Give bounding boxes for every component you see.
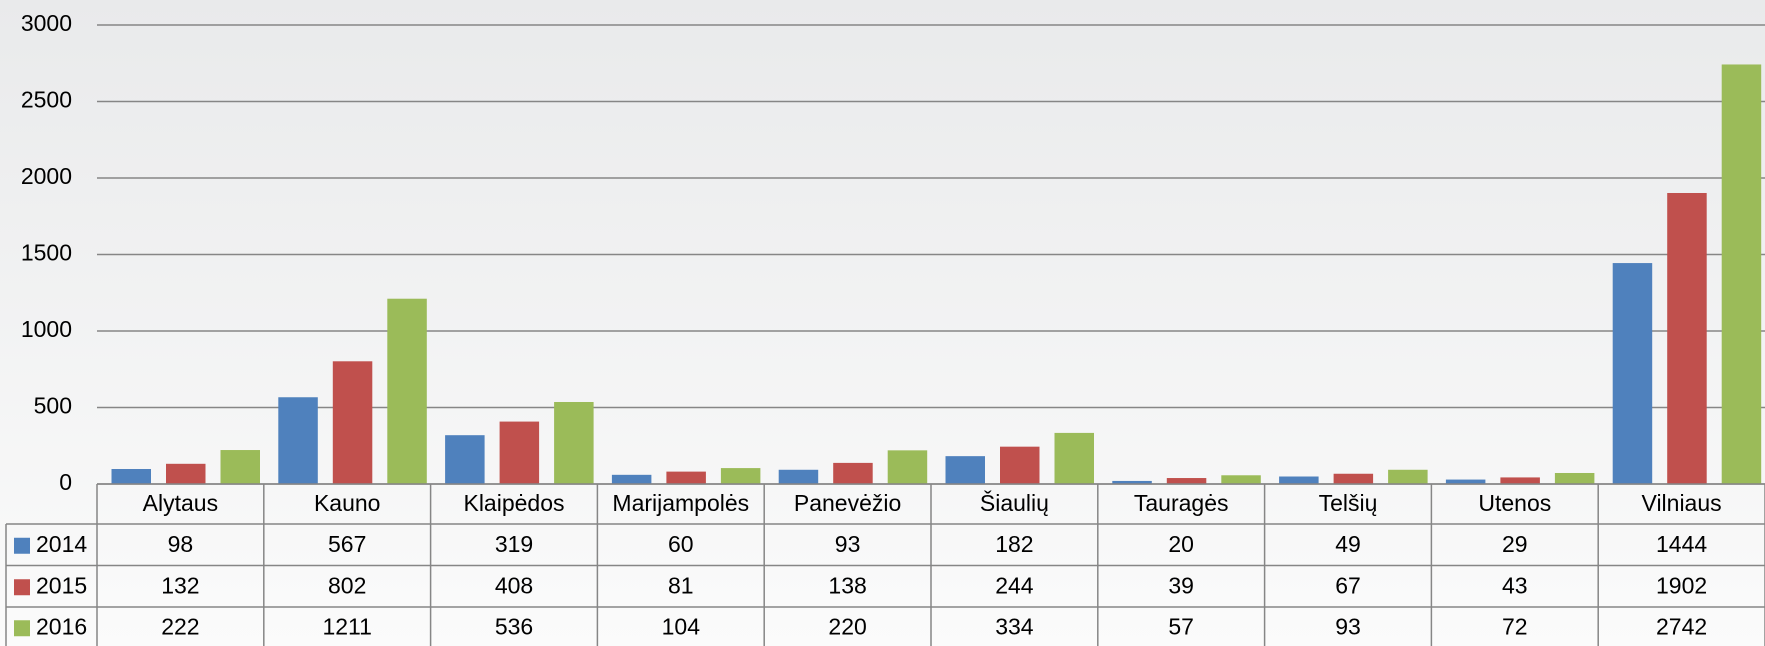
bar <box>278 397 318 484</box>
x-tick-label: Tauragės <box>1134 490 1229 516</box>
bar <box>720 468 761 484</box>
x-tick-label: Panevėžio <box>794 490 901 516</box>
table-value: 1444 <box>1656 531 1707 557</box>
table-value: 244 <box>995 572 1034 598</box>
table-value: 20 <box>1168 531 1194 557</box>
table-value: 2742 <box>1656 613 1707 639</box>
table-value: 98 <box>168 531 194 557</box>
table-value: 67 <box>1335 572 1361 598</box>
x-tick-label: Marijampolės <box>612 490 749 516</box>
bar <box>1112 480 1152 484</box>
table-value: 319 <box>495 531 533 557</box>
table-value: 72 <box>1502 613 1528 639</box>
bar <box>778 469 819 484</box>
table-value: 567 <box>328 531 366 557</box>
table-value: 93 <box>1335 613 1361 639</box>
x-tick-label: Kauno <box>314 490 381 516</box>
table-value: 182 <box>995 531 1033 557</box>
table-value: 408 <box>495 572 533 598</box>
bar <box>833 462 873 484</box>
bar <box>1721 64 1762 484</box>
y-tick-label: 500 <box>34 393 72 419</box>
bar <box>945 456 985 484</box>
bar <box>332 361 373 484</box>
table-value: 138 <box>828 572 866 598</box>
bar <box>887 450 928 484</box>
bar <box>499 421 540 484</box>
x-tick-label: Alytaus <box>143 490 218 516</box>
bar <box>1445 479 1486 484</box>
bar <box>611 474 652 484</box>
table-value: 43 <box>1502 572 1528 598</box>
table-value: 93 <box>835 531 861 557</box>
bar <box>1279 476 1319 484</box>
table-value: 222 <box>161 613 199 639</box>
bar <box>1221 475 1261 484</box>
table-value: 29 <box>1502 531 1528 557</box>
table-value: 1902 <box>1656 572 1707 598</box>
table-value: 536 <box>495 613 533 639</box>
table-value: 802 <box>328 572 366 598</box>
y-tick-label: 3000 <box>21 10 72 36</box>
x-tick-label: Telšių <box>1319 490 1378 516</box>
bar <box>1000 446 1040 484</box>
bar <box>554 401 594 484</box>
bar <box>1054 432 1094 484</box>
table-value: 220 <box>828 613 866 639</box>
legend-label: 2015 <box>36 572 87 598</box>
y-tick-label: 1000 <box>21 316 72 342</box>
bar <box>387 298 427 484</box>
bar <box>1554 472 1595 484</box>
x-tick-label: Klaipėdos <box>463 490 564 516</box>
table-value: 39 <box>1168 572 1194 598</box>
y-tick-label: 0 <box>59 469 72 495</box>
table-value: 132 <box>161 572 199 598</box>
bar <box>1667 192 1707 484</box>
bar <box>1500 477 1540 484</box>
table-value: 57 <box>1168 613 1194 639</box>
table-value: 49 <box>1335 531 1361 557</box>
legend-swatch <box>14 537 30 554</box>
table-value: 1211 <box>322 613 371 639</box>
bar <box>445 435 485 484</box>
x-tick-label: Utenos <box>1478 490 1551 516</box>
x-tick-label: Vilniaus <box>1642 490 1722 516</box>
table-value: 104 <box>662 613 701 639</box>
y-tick-label: 2000 <box>21 163 72 189</box>
table-value: 81 <box>668 572 694 598</box>
table-value: 334 <box>995 613 1034 639</box>
legend-swatch <box>14 579 30 596</box>
legend-label: 2014 <box>36 531 87 557</box>
bar <box>1388 469 1428 484</box>
legend-swatch <box>14 620 30 637</box>
x-tick-label: Šiaulių <box>980 489 1049 516</box>
table-value: 60 <box>668 531 694 557</box>
bar <box>166 463 206 484</box>
bar <box>220 450 260 484</box>
bar <box>1612 263 1653 484</box>
legend-label: 2016 <box>36 613 87 639</box>
bar <box>1166 478 1207 484</box>
bar <box>111 469 151 484</box>
y-tick-label: 1500 <box>21 240 72 266</box>
bar <box>666 471 706 484</box>
y-tick-label: 2500 <box>21 87 72 113</box>
bar <box>1333 473 1374 484</box>
